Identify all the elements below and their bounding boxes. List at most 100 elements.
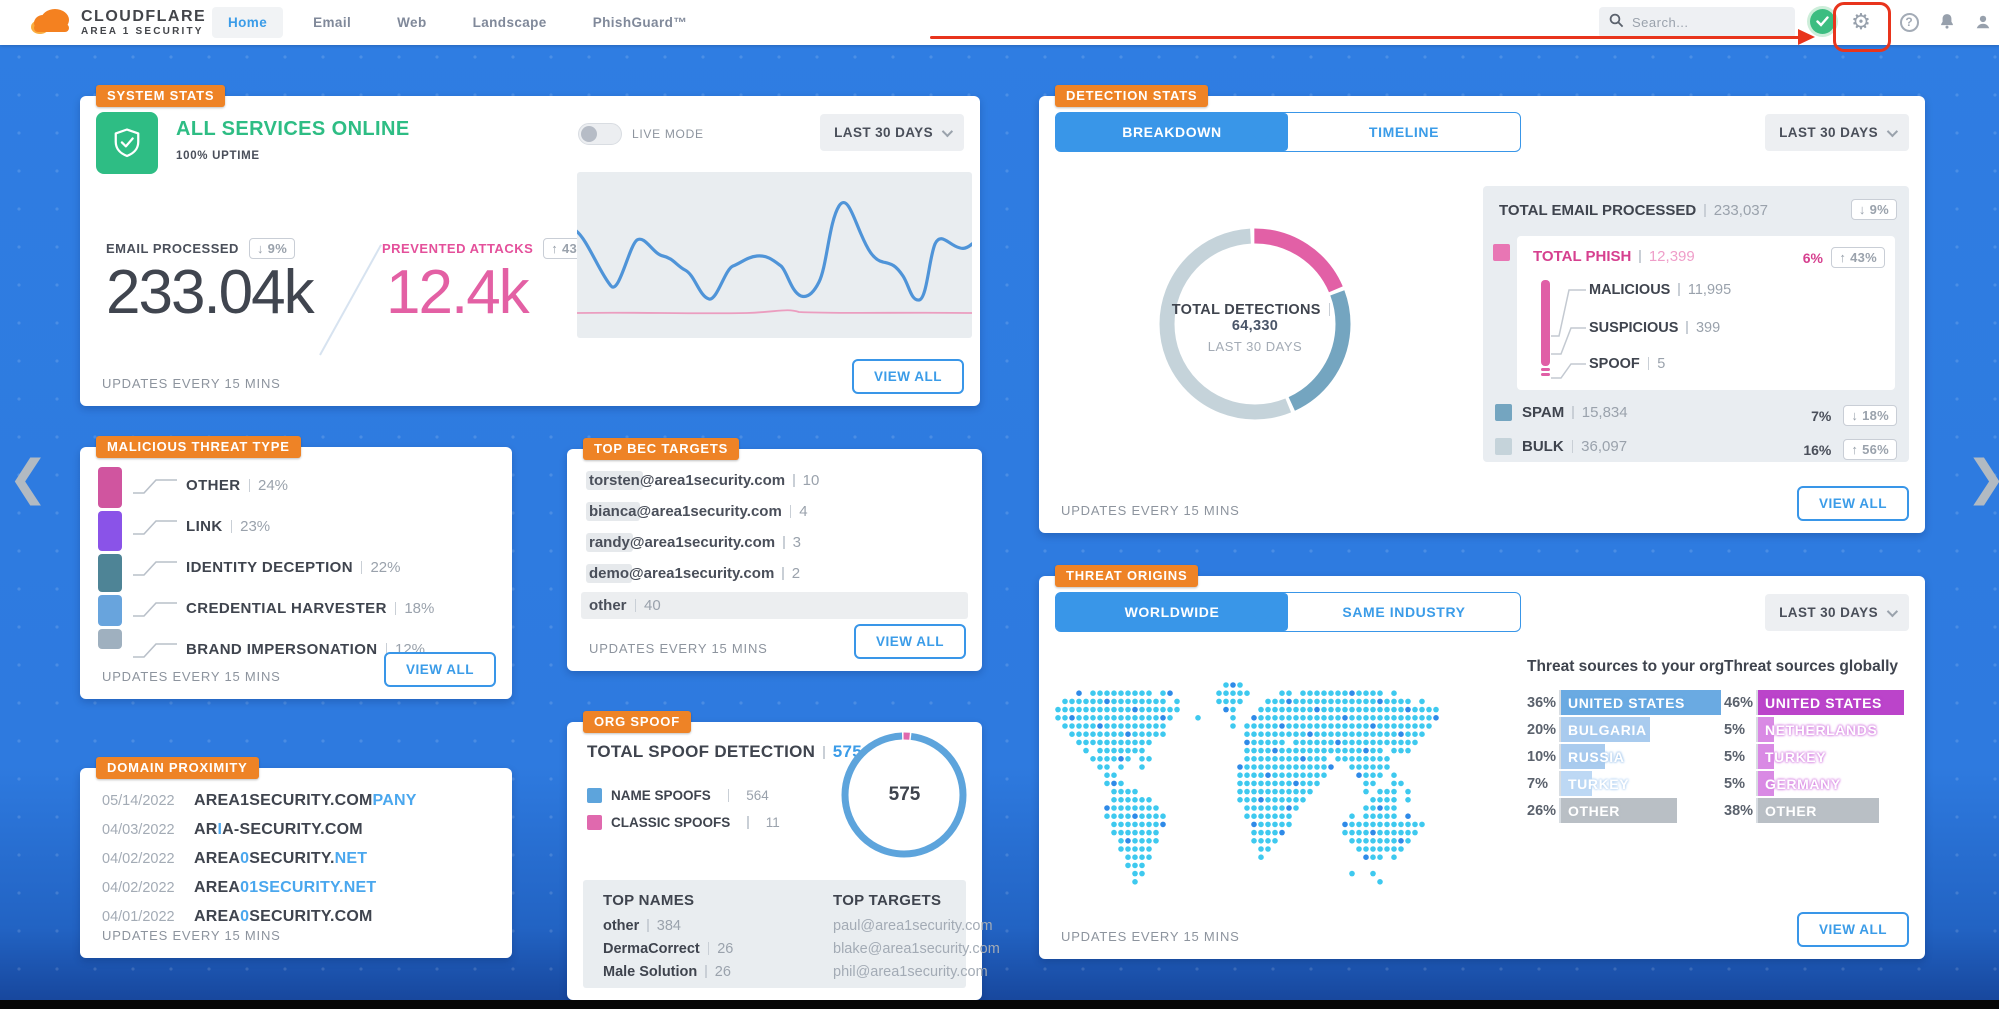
org-source-label: BULGARIA <box>1568 721 1647 738</box>
nav-item-web[interactable]: Web <box>397 15 427 30</box>
nav-item-landscape[interactable]: Landscape <box>472 15 547 30</box>
map-dot <box>1272 788 1278 795</box>
top-names-rows: other 384 DermaCorrect 26 Male Solution 26 <box>603 914 733 983</box>
traffic-line-blue <box>577 201 972 302</box>
top-name-row: other 384 <box>603 914 733 937</box>
separator-bar <box>1678 283 1680 296</box>
nav-item-phishguard[interactable]: PhishGuard™ <box>592 15 688 30</box>
map-dot <box>1426 723 1432 729</box>
map-dot <box>1342 739 1348 746</box>
search-input[interactable] <box>1632 15 1772 30</box>
map-dot <box>1370 698 1376 705</box>
map-dot <box>1377 756 1383 762</box>
map-dot <box>1307 731 1313 737</box>
map-dot <box>1363 838 1369 844</box>
page-left-chevron[interactable]: ❮ <box>8 450 49 506</box>
map-dot <box>1146 723 1152 729</box>
global-source-bar: OTHER <box>1758 798 1879 823</box>
page-right-chevron[interactable]: ❯ <box>1966 450 1999 506</box>
map-dot <box>1433 706 1439 713</box>
domain-name: AREA0SECURITY.NET <box>194 849 368 867</box>
map-dot <box>1090 756 1096 762</box>
map-dot <box>1370 854 1376 860</box>
map-dot <box>1097 739 1103 746</box>
map-dot <box>1279 747 1285 754</box>
map-dot <box>1251 780 1257 787</box>
detection-view-all-button[interactable]: VIEW ALL <box>1797 486 1909 521</box>
map-dot <box>1097 706 1103 713</box>
map-dot <box>1377 854 1383 860</box>
threat-type-segment <box>98 628 122 650</box>
map-dot <box>1139 747 1145 754</box>
map-dot <box>1349 829 1355 836</box>
origin-tab-worldwide[interactable]: WORLDWIDE <box>1056 593 1288 631</box>
map-dot <box>1314 739 1320 746</box>
help-icon[interactable]: ? <box>1896 9 1922 35</box>
map-dot <box>1349 764 1355 770</box>
map-dot <box>1132 821 1138 828</box>
map-dot <box>1391 772 1397 778</box>
settings-gear-icon[interactable]: ⚙ <box>1851 9 1871 34</box>
map-dot <box>1405 813 1411 819</box>
org-source-pct: 36% <box>1527 694 1557 711</box>
map-dot <box>1265 813 1271 819</box>
map-dot <box>1328 739 1334 746</box>
map-dot <box>1146 715 1152 721</box>
global-sources-column: Threat sources globally 46% UNITED STATES… <box>1724 658 1904 823</box>
bec-count: 2 <box>791 565 801 582</box>
map-dot <box>1377 739 1383 746</box>
system-view-all-button[interactable]: VIEW ALL <box>852 359 964 394</box>
map-dot <box>1314 780 1320 787</box>
map-dot <box>1139 731 1145 737</box>
map-dot <box>1286 715 1292 721</box>
threat-origins-card: THREAT ORIGINS WORLDWIDE SAME INDUSTRY LA… <box>1039 565 1925 959</box>
origin-tab-sameindustry[interactable]: SAME INDUSTRY <box>1342 604 1466 620</box>
global-sources-title: Threat sources globally <box>1724 658 1898 675</box>
origin-range-dropdown[interactable]: LAST 30 DAYS <box>1765 594 1909 631</box>
phish-connector-lines <box>1551 289 1586 379</box>
spoof-legend-row: CLASSIC SPOOFS 11 <box>587 809 780 836</box>
map-dot <box>1279 756 1285 762</box>
email-processed-label: EMAIL PROCESSED <box>106 241 239 256</box>
phish-child-row: SPOOF 5 <box>1589 356 1665 372</box>
map-dot <box>1090 706 1096 713</box>
system-range-dropdown[interactable]: LAST 30 DAYS <box>820 114 964 151</box>
live-mode-toggle[interactable] <box>578 123 622 145</box>
map-dot <box>1146 805 1152 811</box>
nav-item-home[interactable]: Home <box>212 7 284 38</box>
notifications-bell-icon[interactable] <box>1934 9 1960 35</box>
detection-tab-timeline[interactable]: TIMELINE <box>1368 124 1440 140</box>
map-dot <box>1090 731 1096 737</box>
user-account-icon[interactable] <box>1970 9 1996 35</box>
map-dot <box>1244 772 1250 778</box>
map-dot <box>1125 706 1131 713</box>
threat-type-view-all-button[interactable]: VIEW ALL <box>384 652 496 687</box>
nav-item-email[interactable]: Email <box>313 15 352 30</box>
map-dot <box>1111 756 1117 762</box>
map-dot <box>1335 715 1341 721</box>
map-dot <box>1293 764 1299 770</box>
bulk-value: 36,097 <box>1581 438 1628 455</box>
map-dot <box>1328 698 1334 705</box>
separator-bar <box>727 789 730 802</box>
map-dot <box>1384 838 1390 844</box>
detection-tab-breakdown[interactable]: BREAKDOWN <box>1056 113 1288 151</box>
map-dot <box>1118 780 1124 787</box>
map-dot <box>1391 805 1397 811</box>
map-dot <box>1160 698 1166 705</box>
map-dot <box>1132 838 1138 844</box>
map-dot <box>1153 821 1159 828</box>
map-dot <box>1153 723 1159 729</box>
search-box[interactable] <box>1599 7 1795 38</box>
origin-view-all-button[interactable]: VIEW ALL <box>1797 912 1909 947</box>
separator-bar <box>1686 321 1688 334</box>
bec-view-all-button[interactable]: VIEW ALL <box>854 624 966 659</box>
map-dot <box>1258 797 1264 803</box>
map-dot <box>1412 706 1418 713</box>
map-dot <box>1125 756 1131 762</box>
map-dot <box>1230 723 1236 729</box>
map-dot <box>1363 756 1369 762</box>
map-dot <box>1363 788 1369 795</box>
domain-date: 04/02/2022 <box>102 850 175 867</box>
detection-range-dropdown[interactable]: LAST 30 DAYS <box>1765 114 1909 151</box>
